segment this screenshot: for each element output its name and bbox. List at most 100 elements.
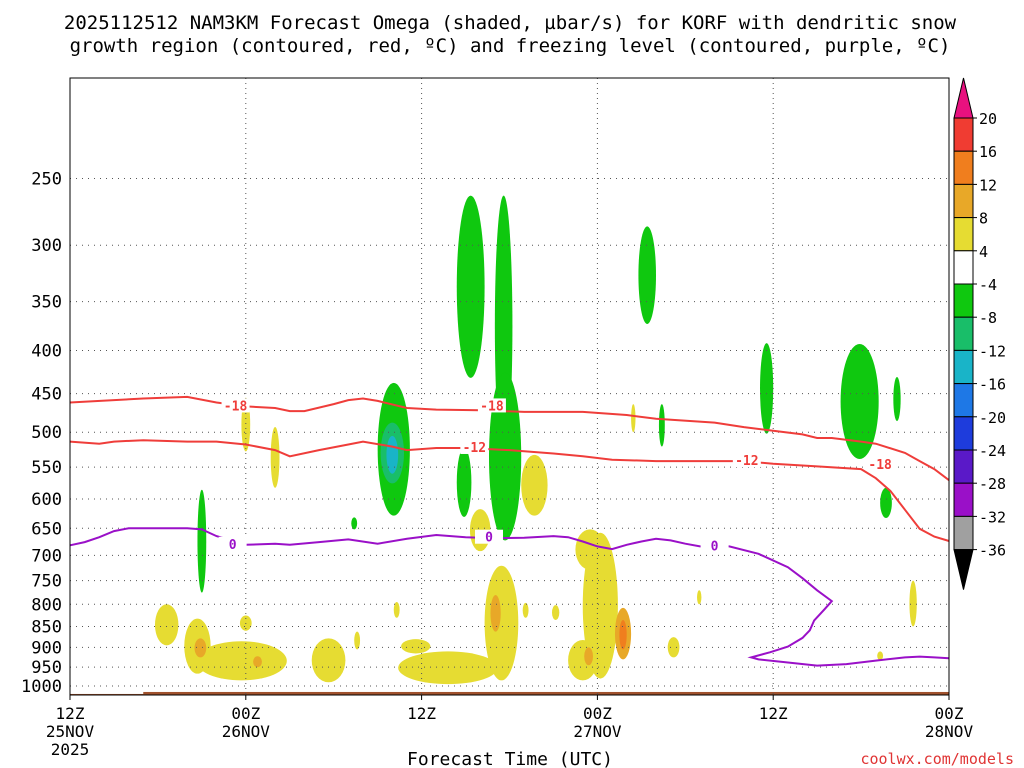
contour-label: 0 bbox=[485, 531, 493, 546]
colorbar-label: -24 bbox=[979, 442, 1006, 460]
plot-area: -18 -18 -18 -12 -12 0 0 0 bbox=[69, 77, 950, 696]
colorbar-label: 12 bbox=[979, 176, 997, 194]
y-tick-label-450: 450 bbox=[31, 385, 62, 405]
colorbar-segment bbox=[953, 316, 974, 351]
colorbar-segment bbox=[953, 250, 974, 285]
contour-label: -12 bbox=[735, 454, 758, 469]
x-tick-hour: 12Z bbox=[759, 704, 788, 723]
contour-label-bg bbox=[732, 453, 761, 468]
colorbar-bottom-triangle bbox=[953, 549, 974, 590]
omega-region-descent bbox=[194, 638, 207, 658]
x-tick-hour: 12Z bbox=[56, 704, 85, 723]
colorbar-segment bbox=[953, 217, 974, 252]
contour-label: -18 bbox=[224, 399, 248, 414]
omega-region-ascent bbox=[351, 517, 358, 530]
omega-region-descent bbox=[398, 651, 498, 685]
y-tick-label-350: 350 bbox=[31, 293, 62, 313]
omega-region-descent bbox=[667, 637, 680, 658]
omega-region-ascent bbox=[456, 447, 472, 517]
omega-region-descent bbox=[490, 595, 501, 632]
y-axis: 2503003504004505005506006507007508008509… bbox=[21, 169, 62, 696]
y-tick-label-600: 600 bbox=[31, 490, 62, 510]
colorbar-label: -36 bbox=[979, 542, 1006, 560]
y-tick-label-550: 550 bbox=[31, 458, 62, 478]
contour-label-bg bbox=[700, 538, 729, 553]
omega-region-descent bbox=[697, 590, 702, 605]
omega-region-ascent bbox=[840, 344, 879, 460]
contour-label: 0 bbox=[229, 538, 237, 553]
colorbar-label: 20 bbox=[979, 110, 997, 128]
x-axis-label: Forecast Time (UTC) bbox=[407, 749, 613, 768]
y-tick-label-950: 950 bbox=[31, 658, 62, 678]
colorbar-segment bbox=[953, 349, 974, 385]
colorbar-segment bbox=[953, 482, 974, 517]
omega-region-descent bbox=[575, 529, 605, 570]
contour-label-bg bbox=[460, 439, 489, 454]
chart-title-line1: 2025112512 NAM3KM Forecast Omega (shaded… bbox=[64, 12, 957, 34]
omega-region-ascent bbox=[638, 226, 657, 324]
omega-region-descent bbox=[393, 601, 400, 618]
omega-region-descent bbox=[877, 651, 884, 661]
y-tick-label-900: 900 bbox=[31, 638, 62, 658]
x-tick-date: 27NOV bbox=[573, 722, 622, 741]
y-tick-label-850: 850 bbox=[31, 617, 62, 637]
x-tick-hour: 12Z bbox=[407, 704, 436, 723]
y-tick-label-500: 500 bbox=[31, 423, 62, 443]
y-tick-label-800: 800 bbox=[31, 595, 62, 615]
omega-region-descent bbox=[195, 641, 287, 681]
colorbar-segment bbox=[953, 283, 974, 318]
colorbar-label: -8 bbox=[979, 309, 997, 327]
x-tick-hour: 00Z bbox=[583, 704, 612, 723]
omega-region-descent bbox=[253, 656, 262, 668]
omega-region-descent bbox=[631, 404, 636, 433]
colorbar-segment bbox=[953, 416, 974, 451]
credit-text: coolwx.com/models bbox=[860, 750, 1014, 768]
x-tick-date: 28NOV bbox=[925, 722, 974, 741]
omega-region-descent bbox=[909, 580, 917, 627]
chart-title-line2: growth region (contoured, red, ºC) and f… bbox=[70, 35, 951, 57]
colorbar-segment bbox=[953, 383, 974, 418]
contour-label: -18 bbox=[868, 458, 892, 473]
omega-region-ascent bbox=[197, 489, 207, 593]
omega-region-descent bbox=[584, 647, 594, 666]
y-tick-label-1000: 1000 bbox=[21, 677, 62, 697]
colorbar-label: 4 bbox=[979, 243, 988, 261]
colorbar-segment bbox=[953, 117, 974, 152]
contour-label: -12 bbox=[463, 441, 486, 456]
contour-label-bg bbox=[218, 536, 247, 551]
colorbar-label: 16 bbox=[979, 143, 997, 161]
omega-region-descent bbox=[311, 638, 346, 683]
colorbar-label: -28 bbox=[979, 475, 1006, 493]
contour-label: -18 bbox=[480, 399, 504, 414]
omega-region-ascent bbox=[880, 487, 892, 518]
omega-region-descent bbox=[522, 602, 529, 618]
omega-region-descent bbox=[551, 605, 560, 620]
terrain-band-top bbox=[143, 691, 949, 695]
x-tick-hour: 00Z bbox=[231, 704, 260, 723]
contour-label-bg bbox=[866, 457, 895, 472]
colorbar-label: -12 bbox=[979, 342, 1006, 360]
y-tick-label-750: 750 bbox=[31, 572, 62, 592]
omega-region-descent bbox=[484, 565, 519, 681]
colorbar-segment bbox=[953, 515, 974, 551]
colorbar-label: -16 bbox=[979, 376, 1006, 394]
colorbar-segment bbox=[953, 150, 974, 185]
omega-region-ascent bbox=[386, 435, 399, 474]
contour-label-bg bbox=[221, 398, 250, 413]
y-tick-label-250: 250 bbox=[31, 169, 62, 189]
omega-region-ascent bbox=[658, 404, 665, 447]
y-tick-label-400: 400 bbox=[31, 342, 62, 362]
omega-region-ascent bbox=[760, 343, 774, 434]
omega-region-descent bbox=[401, 639, 431, 654]
omega-region-ascent bbox=[893, 376, 901, 422]
colorbar-label: -32 bbox=[979, 508, 1006, 526]
omega-region-descent bbox=[154, 604, 179, 646]
omega-region-descent bbox=[354, 631, 361, 650]
colorbar-top-triangle bbox=[953, 77, 974, 119]
contour-label-bg bbox=[474, 529, 503, 544]
omega-region-ascent bbox=[488, 372, 522, 541]
colorbar-segment bbox=[953, 183, 974, 219]
omega-region-descent bbox=[619, 619, 627, 650]
